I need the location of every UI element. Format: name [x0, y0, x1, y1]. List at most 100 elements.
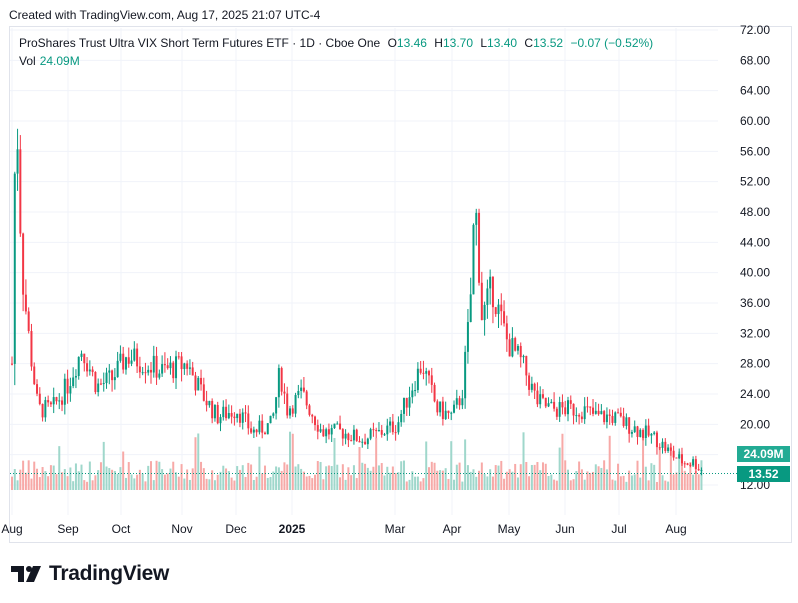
- candle-body: [186, 363, 189, 369]
- volume-bar: [183, 478, 186, 490]
- candle-body: [561, 402, 564, 408]
- volume-bar: [233, 480, 236, 490]
- volume-bar: [519, 464, 522, 490]
- candle-body: [219, 417, 222, 424]
- volume-bar: [380, 463, 383, 490]
- candle-body: [489, 276, 492, 289]
- candle-body: [358, 440, 361, 443]
- volume-bar: [564, 460, 567, 490]
- volume-bar: [436, 470, 439, 490]
- candle-body: [469, 294, 472, 323]
- volume-bar: [569, 480, 572, 490]
- candle-body: [216, 404, 219, 424]
- candle-body: [605, 414, 608, 423]
- volume-bar: [650, 463, 653, 490]
- candle-body: [308, 405, 311, 415]
- tradingview-brand[interactable]: TradingView: [11, 562, 169, 586]
- candle-body: [322, 429, 325, 437]
- candle-body: [700, 469, 703, 471]
- candle-body: [364, 441, 367, 445]
- candle-body: [450, 412, 453, 414]
- candle-body: [52, 397, 55, 405]
- volume-bar: [169, 468, 172, 490]
- candle-body: [369, 429, 372, 439]
- volume-bar: [33, 461, 36, 490]
- volume-bar: [369, 470, 372, 490]
- candle-body: [625, 417, 628, 426]
- volume-bar: [619, 476, 622, 490]
- tradingview-logo-icon: [11, 566, 41, 582]
- volume-bar: [589, 472, 592, 490]
- volume-bar: [578, 461, 581, 490]
- volume-bar: [422, 478, 425, 490]
- candle-body: [188, 367, 191, 369]
- volume-bar: [136, 474, 139, 490]
- y-tick-label: 56.00: [740, 144, 770, 158]
- candle-body: [94, 371, 97, 393]
- volume-bar: [347, 467, 350, 490]
- candle-body: [289, 408, 291, 416]
- volume-bar: [55, 474, 58, 490]
- volume-bar: [441, 470, 444, 490]
- candle-body: [678, 454, 681, 459]
- high-label: H: [434, 36, 443, 50]
- candle-body: [383, 434, 386, 436]
- volume-bar: [175, 472, 178, 490]
- candle-body: [650, 433, 653, 436]
- volume-bar: [27, 460, 30, 490]
- candle-body: [389, 421, 392, 426]
- change-value: −0.07 (−0.52%): [570, 36, 654, 50]
- candle-body: [225, 406, 228, 419]
- y-tick-label: 60.00: [740, 114, 770, 128]
- volume-bar: [522, 432, 525, 490]
- volume-bar: [692, 474, 695, 490]
- volume-bar: [74, 463, 77, 490]
- volume-bar: [391, 466, 394, 490]
- candle-body: [622, 416, 625, 426]
- volume-bar: [614, 480, 617, 490]
- volume-bar: [639, 477, 642, 490]
- candle-body: [644, 425, 647, 438]
- volume-bar: [138, 469, 141, 490]
- candle-body: [441, 401, 444, 420]
- volume-bar: [694, 470, 697, 490]
- volume-bar: [188, 479, 191, 490]
- volume-bar: [24, 472, 27, 490]
- candle-body: [511, 338, 514, 357]
- candle-body: [302, 387, 305, 392]
- volume-bar: [539, 470, 542, 490]
- candle-body: [119, 353, 122, 361]
- candle-body: [136, 348, 139, 367]
- volume-bar: [583, 479, 586, 490]
- volume-bar: [13, 469, 16, 490]
- candle-body: [633, 426, 636, 433]
- candle-body: [464, 351, 467, 399]
- volume-bar: [352, 465, 355, 490]
- candle-body: [77, 356, 80, 377]
- volume-bar: [592, 471, 595, 490]
- brand-name: TradingView: [49, 562, 170, 585]
- volume-bar: [644, 466, 647, 490]
- volume-bar: [252, 479, 255, 490]
- candle-body: [241, 412, 244, 423]
- candle-body: [683, 463, 686, 465]
- volume-bar: [269, 477, 272, 490]
- volume-value: 24.09M: [39, 54, 80, 68]
- price-chart[interactable]: 72.00 68.00 64.00 60.00 56.00 52.00 48.00 44.00…: [0, 0, 798, 545]
- x-tick-label: May: [498, 522, 521, 536]
- volume-bar: [211, 470, 214, 490]
- candle-body: [47, 400, 50, 403]
- candle-body: [430, 375, 433, 385]
- volume-bar: [333, 437, 336, 490]
- candle-body: [447, 410, 450, 414]
- volume-bar: [133, 478, 136, 490]
- volume-bar: [127, 462, 130, 490]
- volume-bar: [61, 472, 64, 490]
- candle-body: [227, 413, 230, 419]
- volume-bar: [297, 464, 300, 490]
- candle-body: [608, 414, 611, 416]
- candle-body: [658, 447, 661, 449]
- volume-bar: [516, 477, 519, 490]
- candle-body: [555, 408, 558, 417]
- candle-body: [99, 383, 102, 385]
